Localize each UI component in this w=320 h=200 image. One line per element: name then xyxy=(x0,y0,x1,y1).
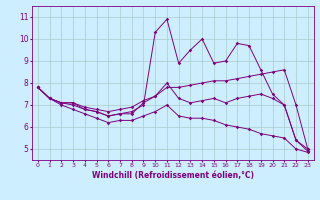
X-axis label: Windchill (Refroidissement éolien,°C): Windchill (Refroidissement éolien,°C) xyxy=(92,171,254,180)
